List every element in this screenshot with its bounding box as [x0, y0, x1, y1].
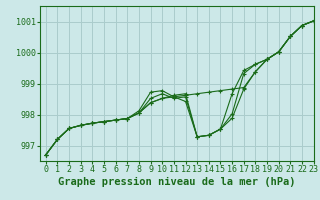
- X-axis label: Graphe pression niveau de la mer (hPa): Graphe pression niveau de la mer (hPa): [58, 177, 296, 187]
